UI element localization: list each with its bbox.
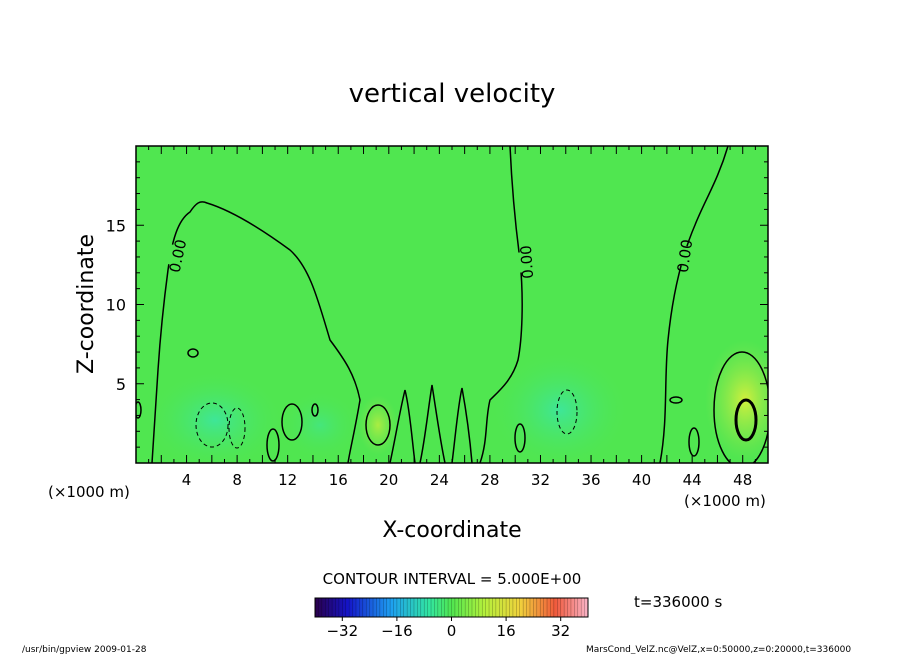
colorbar-ticks: −32 −16 0 16 32 bbox=[326, 617, 570, 640]
colorbar-bands bbox=[318, 598, 585, 617]
x-tick-label: 32 bbox=[531, 471, 550, 489]
x-tick-label: 40 bbox=[632, 471, 651, 489]
x-tick-label: 48 bbox=[733, 471, 752, 489]
y-axis-ticks: 5 10 15 bbox=[106, 145, 768, 464]
contour-label-3: 0.00 bbox=[674, 238, 696, 274]
x-tick-label: 36 bbox=[581, 471, 600, 489]
x-axis-label: X-coordinate bbox=[382, 518, 521, 543]
x-tick-label: 28 bbox=[480, 471, 499, 489]
y-tick-label: 10 bbox=[106, 296, 126, 315]
x-tick-label: 24 bbox=[430, 471, 449, 489]
y-axis-label: Z-coordinate bbox=[74, 234, 99, 374]
x-tick-label: 4 bbox=[182, 471, 192, 489]
contour-labels: 0.00 0.00 0.00 bbox=[158, 238, 705, 280]
x-tick-label: 44 bbox=[683, 471, 702, 489]
x-unit-right: (×1000 m) bbox=[684, 492, 766, 510]
x-axis-ticks: 4 8 12 16 20 24 28 32 36 40 44 48 bbox=[135, 146, 769, 489]
colorbar-tick-label: −16 bbox=[381, 622, 413, 640]
heatmap-field: 0.00 0.00 0.00 bbox=[136, 146, 768, 463]
x-tick-label: 8 bbox=[232, 471, 242, 489]
colorbar-tick-label: −32 bbox=[326, 622, 358, 640]
footer-right: MarsCond_VelZ.nc@VelZ,x=0:50000,z=0:2000… bbox=[586, 645, 851, 654]
x-tick-label: 12 bbox=[278, 471, 297, 489]
y-tick-label: 5 bbox=[116, 375, 126, 394]
colorbar-tick-label: 0 bbox=[447, 622, 457, 640]
colorbar-tick-label: 32 bbox=[551, 622, 570, 640]
chart-title: vertical velocity bbox=[349, 79, 556, 109]
x-unit-left: (×1000 m) bbox=[48, 483, 130, 501]
x-tick-label: 16 bbox=[329, 471, 348, 489]
colorbar-tick-label: 16 bbox=[497, 622, 516, 640]
negative-contours bbox=[195, 389, 578, 449]
contour-label-2: 0.00 bbox=[517, 245, 537, 280]
x-tick-label: 20 bbox=[379, 471, 398, 489]
time-label: t=336000 s bbox=[634, 593, 722, 611]
y-tick-label: 15 bbox=[106, 216, 126, 235]
contour-lines bbox=[136, 146, 768, 463]
footer-left: /usr/bin/gpview 2009-01-28 bbox=[22, 645, 147, 654]
contour-interval-text: CONTOUR INTERVAL = 5.000E+00 bbox=[323, 570, 582, 588]
